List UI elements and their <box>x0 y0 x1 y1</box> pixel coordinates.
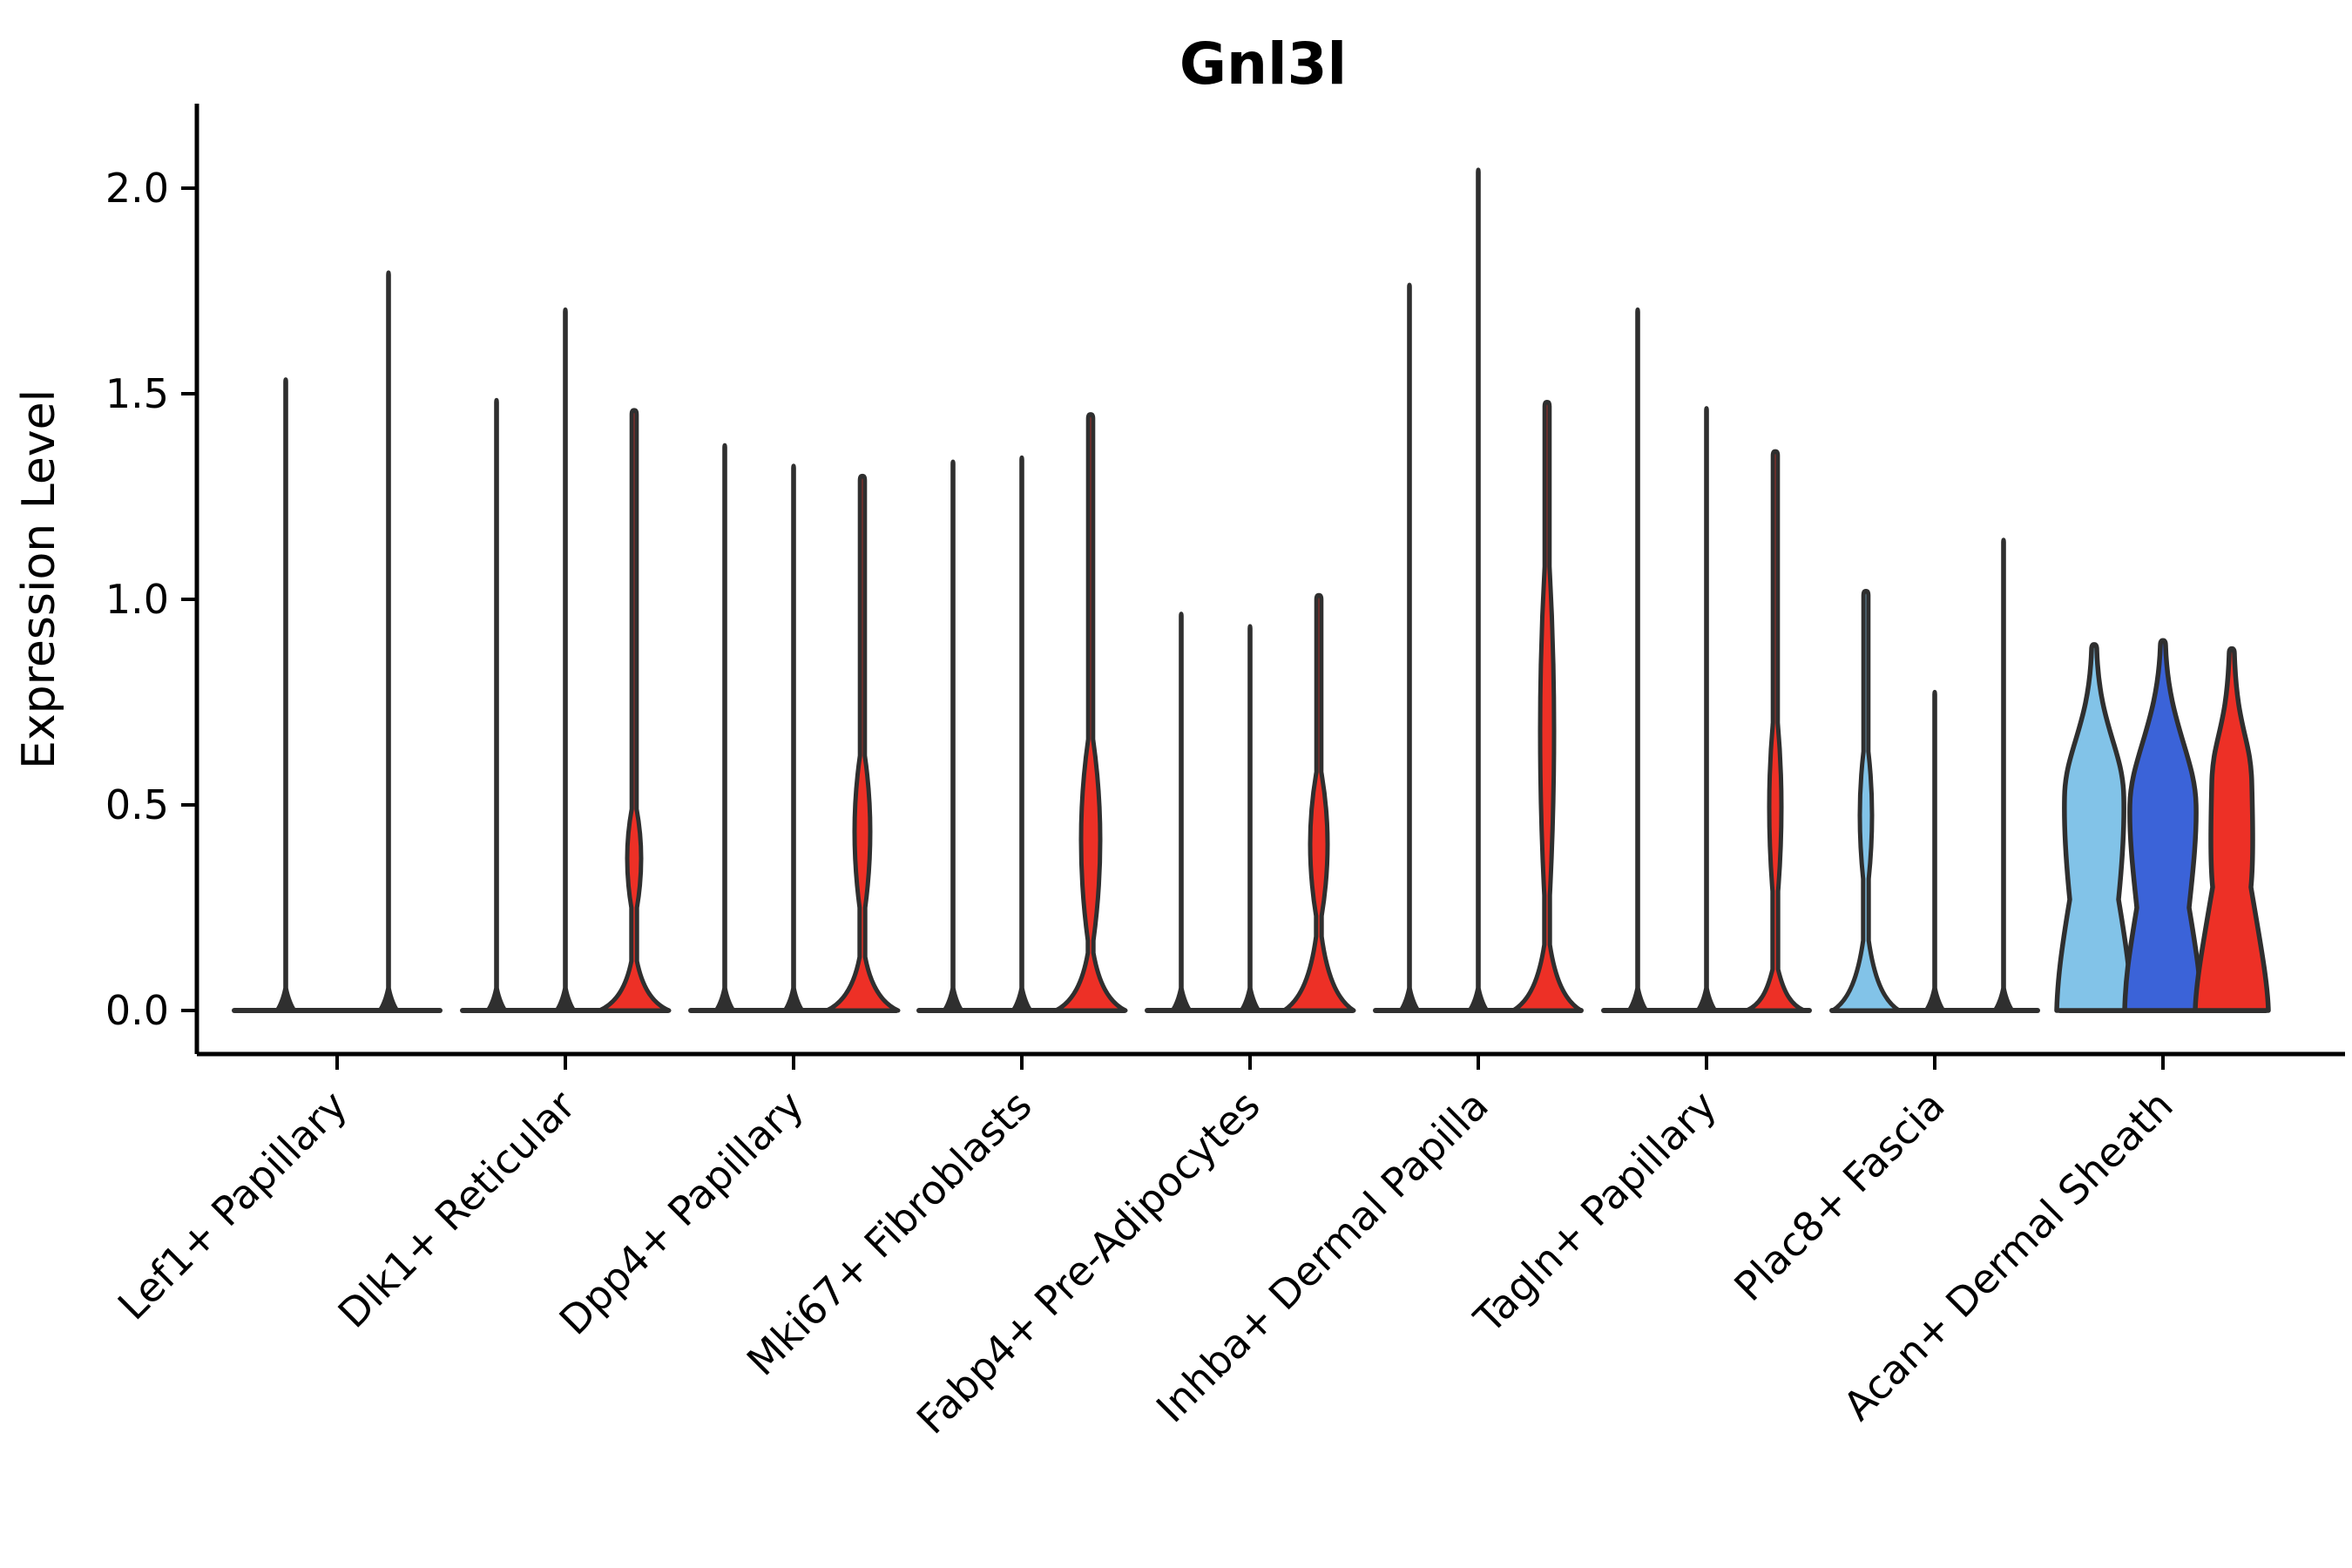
x-tick-label: Lef1+ Papillary <box>109 1082 356 1329</box>
x-tick-label: Dlk1+ Reticular <box>329 1082 585 1337</box>
violin-mki67-fibroblasts-2 <box>1010 455 1033 1010</box>
violin-plac8-fascia-3 <box>1992 537 2015 1010</box>
violin-inhba-dermal-papilla-2 <box>1467 167 1490 1010</box>
y-tick-label: 1.5 <box>105 370 169 417</box>
violin-dpp4-papillary-3 <box>824 473 901 1013</box>
violin-fabp4-pre-adipocytes-2 <box>1239 624 1261 1010</box>
violin-inhba-dermal-papilla-3 <box>1511 399 1584 1013</box>
violin-dpp4-papillary-2 <box>782 463 805 1010</box>
y-tick-label: 1.0 <box>105 576 169 623</box>
x-tick-label: Plac8+ Fascia <box>1725 1082 1953 1310</box>
violin-fabp4-pre-adipocytes-1 <box>1170 612 1193 1010</box>
violin-mki67-fibroblasts-1 <box>942 459 964 1010</box>
violin-dlk1-reticular-1 <box>485 397 508 1011</box>
violin-acan-dermal-sheath-2 <box>2122 638 2204 1013</box>
violin-tagln-papillary-3 <box>1744 449 1807 1013</box>
violin-plac8-fascia-1 <box>1830 589 1902 1013</box>
y-tick-label: 2.0 <box>105 165 169 212</box>
violin-lef1-papillary-1 <box>274 377 297 1010</box>
x-tick-label: Dpp4+ Papillary <box>551 1082 813 1344</box>
x-tick-label: Tagln+ Papillary <box>1464 1082 1726 1343</box>
violin-fabp4-pre-adipocytes-3 <box>1281 592 1356 1013</box>
violin-dlk1-reticular-2 <box>554 307 577 1010</box>
violin-plac8-fascia-2 <box>1923 689 1946 1010</box>
chart-title: Gnl3l <box>1179 30 1347 98</box>
violin-lef1-papillary-2 <box>377 270 400 1010</box>
violin-tagln-papillary-2 <box>1695 406 1718 1010</box>
violin-mki67-fibroblasts-3 <box>1053 412 1128 1013</box>
y-axis-ticks: 0.0 0.5 1.0 1.5 2.0 <box>105 165 197 1034</box>
violins <box>274 167 2271 1013</box>
y-tick-label: 0.0 <box>105 987 169 1034</box>
y-axis-label: Expression Level <box>13 389 65 769</box>
violin-dpp4-papillary-1 <box>713 443 736 1010</box>
violin-inhba-dermal-papilla-1 <box>1398 282 1421 1010</box>
violin-acan-dermal-sheath-3 <box>2193 645 2271 1013</box>
violin-acan-dermal-sheath-1 <box>2054 642 2134 1013</box>
y-tick-label: 0.5 <box>105 781 169 828</box>
violin-dlk1-reticular-3 <box>597 408 672 1013</box>
violin-tagln-papillary-1 <box>1626 307 1649 1010</box>
